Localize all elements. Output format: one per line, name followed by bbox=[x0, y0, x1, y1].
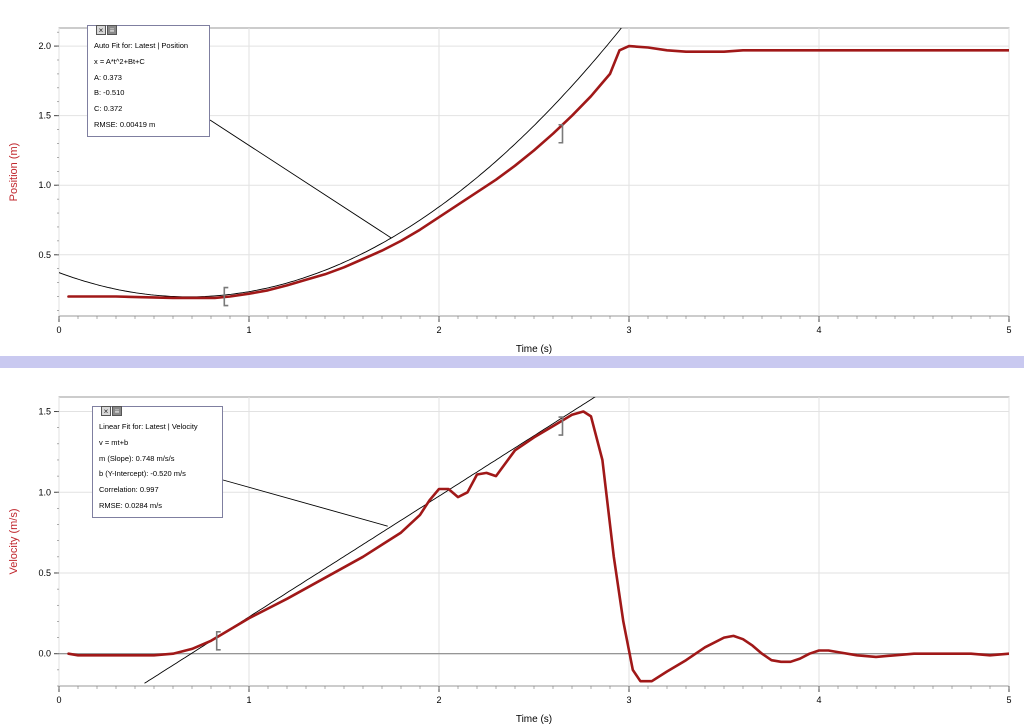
fit-param-c: C: 0.372 bbox=[94, 104, 123, 114]
fit-options-button[interactable]: ≡ bbox=[112, 406, 122, 416]
clipped-plot-group bbox=[67, 397, 1009, 684]
fit-param-b: B: -0.510 bbox=[94, 88, 125, 98]
annotation-leader-line bbox=[222, 479, 388, 527]
fit-equation: v = mt+b bbox=[99, 437, 129, 447]
position-fit-annotation[interactable]: × ≡ Auto Fit for: Latest | Position x = … bbox=[87, 25, 210, 137]
fit-intercept: b (Y-Intercept): -0.520 m/s bbox=[99, 469, 186, 479]
data-series-line bbox=[67, 44, 1009, 300]
fit-correlation: Correlation: 0.997 bbox=[99, 485, 159, 495]
velocity-fit-annotation[interactable]: × ≡ Linear Fit for: Latest | Velocity v … bbox=[92, 406, 223, 518]
x-tick-label: 2 bbox=[436, 695, 441, 705]
x-tick-label: 5 bbox=[1006, 325, 1011, 335]
fit-rmse: RMSE: 0.00419 m bbox=[94, 119, 156, 129]
position-graph-panel: 0 1 2 3 4 5 0.5 1.0 1.5 2.0 Time (s) Position (m) ×… bbox=[0, 0, 1024, 356]
x-tick-label: 1 bbox=[246, 325, 251, 335]
y-tick-label: 1.5 bbox=[38, 111, 51, 121]
x-tick-label: 4 bbox=[816, 695, 821, 705]
fit-title: Linear Fit for: Latest | Velocity bbox=[99, 422, 198, 431]
x-tick-label: 4 bbox=[816, 325, 821, 335]
y-tick-label: 1.0 bbox=[38, 487, 51, 497]
y-tick-label: 0.5 bbox=[38, 250, 51, 260]
y-tick-label: 0.0 bbox=[38, 649, 51, 659]
fit-title: Auto Fit for: Latest | Position bbox=[94, 41, 189, 50]
position-time-chart[interactable]: 0 1 2 3 4 5 0.5 1.0 1.5 2.0 Time (s) Position (m) bbox=[0, 0, 1024, 356]
velocity-graph-panel: 0 1 2 3 4 5 0.0 0.5 1.0 1.5 Time (s) Velocity (m/s)… bbox=[0, 368, 1024, 725]
data-series-line bbox=[67, 410, 1009, 683]
y-axis-label: Position (m) bbox=[8, 143, 20, 202]
close-fit-button[interactable]: × bbox=[96, 25, 106, 35]
y-tick-label: 1.5 bbox=[38, 407, 51, 417]
x-axis-label: Time (s) bbox=[516, 714, 552, 725]
clipped-plot-group bbox=[59, 28, 1009, 300]
plot-area bbox=[58, 27, 1010, 317]
fit-options-button[interactable]: ≡ bbox=[107, 25, 117, 35]
x-tick-label: 1 bbox=[246, 695, 251, 705]
y-tick-label: 2.0 bbox=[38, 41, 51, 51]
fit-range-end-bracket bbox=[558, 416, 564, 436]
x-tick-label: 3 bbox=[626, 695, 631, 705]
x-tick-label: 0 bbox=[56, 325, 61, 335]
close-fit-button[interactable]: × bbox=[101, 406, 111, 416]
x-tick-label: 3 bbox=[626, 325, 631, 335]
fit-range-end-bracket bbox=[558, 123, 564, 144]
fit-param-a: A: 0.373 bbox=[94, 72, 122, 82]
fit-equation: x = A*t^2+Bt+C bbox=[94, 56, 145, 66]
fit-slope: m (Slope): 0.748 m/s/s bbox=[99, 453, 175, 463]
fit-range-start-bracket bbox=[223, 286, 229, 307]
x-tick-label: 2 bbox=[436, 325, 441, 335]
x-tick-label: 0 bbox=[56, 695, 61, 705]
x-axis-label: Time (s) bbox=[516, 344, 552, 355]
annotation-leader-line bbox=[209, 119, 392, 239]
fit-range-start-bracket bbox=[215, 630, 221, 651]
y-axis-label: Velocity (m/s) bbox=[8, 508, 20, 574]
y-tick-label: 1.0 bbox=[38, 180, 51, 190]
y-tick-label: 0.5 bbox=[38, 568, 51, 578]
fit-rmse: RMSE: 0.0284 m/s bbox=[99, 500, 162, 510]
x-tick-label: 5 bbox=[1006, 695, 1011, 705]
fit-curve bbox=[59, 28, 622, 298]
